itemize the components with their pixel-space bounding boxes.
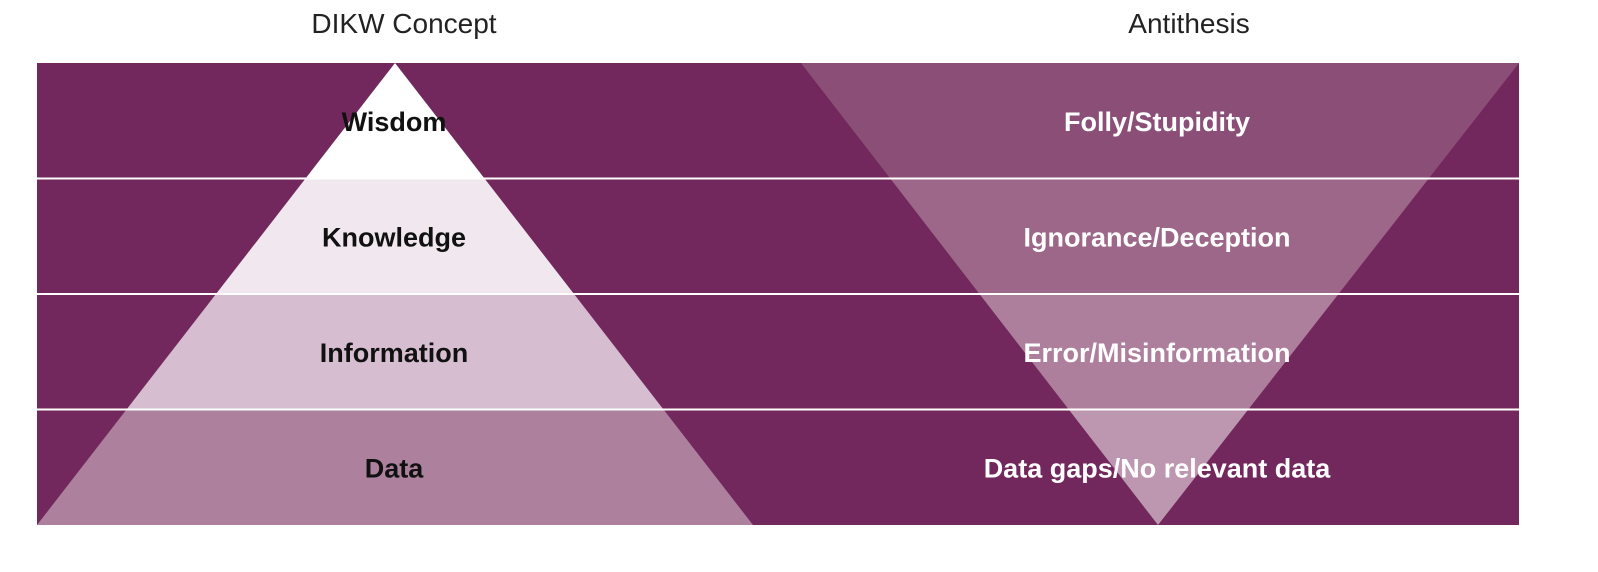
dikw-concept-heading: DIKW Concept xyxy=(311,8,497,39)
antithesis-label: Data gaps/No relevant data xyxy=(984,453,1332,483)
level-dividers xyxy=(37,177,1519,411)
antithesis-labels: Folly/Stupidity Ignorance/Deception Error/… xyxy=(984,107,1332,484)
pyramid-level-knowledge xyxy=(216,178,574,294)
antithesis-level-1 xyxy=(801,63,1519,179)
dikw-pyramid xyxy=(37,63,753,525)
concept-label-information: Information xyxy=(320,338,469,368)
antithesis-label: Folly/Stupidity xyxy=(1064,107,1250,137)
concept-label-knowledge: Knowledge xyxy=(322,222,466,252)
antithesis-inverted-pyramid xyxy=(801,63,1519,525)
antithesis-level-4 xyxy=(1068,409,1249,525)
pyramid-level-information xyxy=(126,294,664,410)
concept-labels: Wisdom Knowledge Information Data xyxy=(320,107,469,484)
antithesis-level-2 xyxy=(890,178,1429,294)
antithesis-level-3 xyxy=(979,294,1339,410)
antithesis-heading: Antithesis xyxy=(1128,8,1250,39)
antithesis-label: Ignorance/Deception xyxy=(1023,222,1290,252)
concept-label-data: Data xyxy=(365,453,425,483)
pyramid-level-data xyxy=(37,409,753,525)
concept-label-wisdom: Wisdom xyxy=(342,107,447,137)
pyramid-level-wisdom xyxy=(305,63,485,179)
antithesis-label: Error/Misinformation xyxy=(1023,338,1290,368)
